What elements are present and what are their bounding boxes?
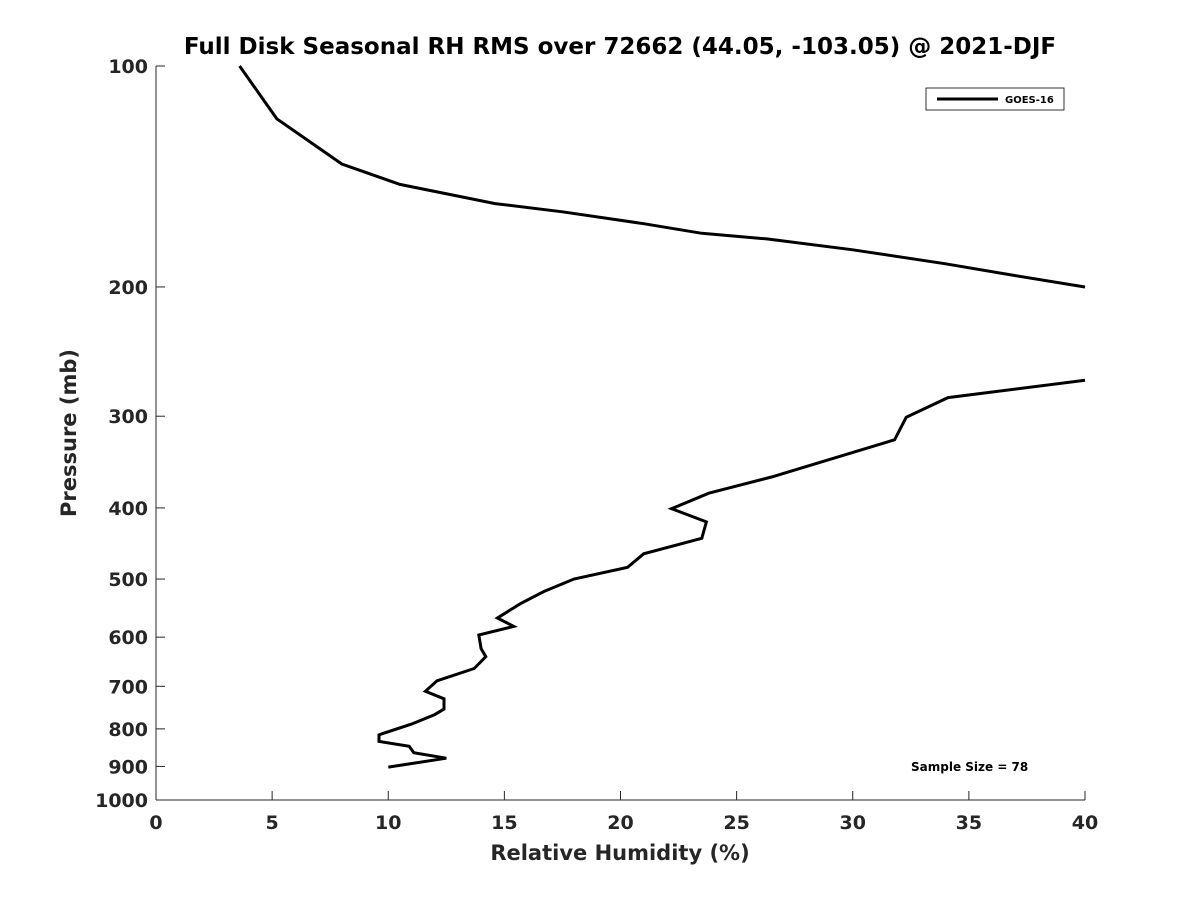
x-axis-label: Relative Humidity (%) xyxy=(490,841,749,865)
y-tick-label: 1000 xyxy=(95,790,148,812)
x-tick-label: 40 xyxy=(1072,812,1098,834)
series-line-goes-16-segment-1 xyxy=(238,65,1086,289)
y-tick-label: 800 xyxy=(108,719,148,741)
y-tick-label: 400 xyxy=(108,498,148,520)
y-tick-label: 100 xyxy=(108,56,148,78)
x-tick-label: 5 xyxy=(266,812,279,834)
x-tick-label: 25 xyxy=(723,812,749,834)
series-layer xyxy=(238,65,1086,769)
y-tick-label: 700 xyxy=(108,676,148,698)
x-axis-ticks: 0 5 10 15 20 25 30 35 40 xyxy=(149,791,1098,834)
x-tick-label: 10 xyxy=(375,812,401,834)
chart-title: Full Disk Seasonal RH RMS over 72662 (44… xyxy=(184,34,1056,60)
x-tick-label: 15 xyxy=(491,812,517,834)
legend: GOES-16 xyxy=(925,87,1065,111)
y-tick-label: 900 xyxy=(108,756,148,778)
x-tick-label: 20 xyxy=(607,812,633,834)
y-tick-label: 600 xyxy=(108,627,148,649)
x-tick-label: 35 xyxy=(956,812,982,834)
y-tick-label: 500 xyxy=(108,569,148,591)
sample-size-annotation: Sample Size = 78 xyxy=(911,760,1028,774)
y-tick-label: 200 xyxy=(108,277,148,299)
legend-label-goes-16: GOES-16 xyxy=(1005,95,1054,106)
x-tick-label: 0 xyxy=(149,812,162,834)
x-tick-label: 30 xyxy=(840,812,866,834)
y-axis-ticks: 100 200 300 400 500 600 700 800 900 1000 xyxy=(95,56,165,812)
y-axis-label: Pressure (mb) xyxy=(57,349,81,517)
y-tick-label: 300 xyxy=(108,406,148,428)
series-line-goes-16-segment-2 xyxy=(377,378,1086,769)
